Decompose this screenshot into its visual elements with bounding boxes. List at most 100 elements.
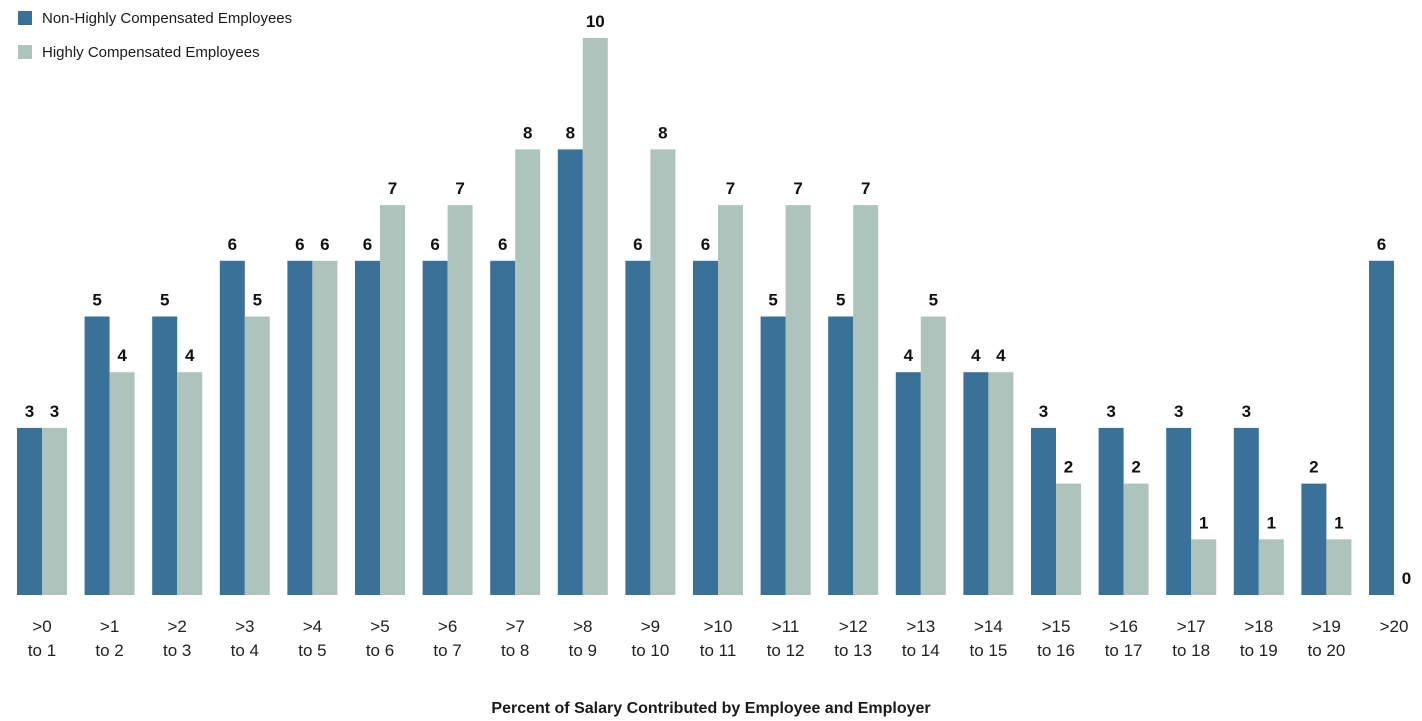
data-label-s1-c7: 8 bbox=[523, 123, 532, 142]
x-tick-c11-l1: to 12 bbox=[767, 641, 805, 660]
bar-s1-c8 bbox=[582, 38, 608, 595]
bar-s0-c6 bbox=[422, 260, 448, 595]
x-tick-c19-l1: to 20 bbox=[1307, 641, 1345, 660]
x-tick-c18-l0: >18 bbox=[1244, 617, 1273, 636]
bar-s0-c5 bbox=[355, 260, 380, 595]
bar-s0-c4 bbox=[287, 260, 313, 595]
bar-s1-c11 bbox=[785, 205, 811, 595]
bar-s1-c6 bbox=[447, 205, 473, 595]
x-tick-c10-l0: >10 bbox=[704, 617, 733, 636]
x-tick-c16-l0: >16 bbox=[1109, 617, 1138, 636]
data-label-s1-c20: 0 bbox=[1402, 569, 1411, 588]
x-axis-title: Percent of Salary Contributed by Employe… bbox=[491, 700, 931, 717]
data-label-s0-c5: 6 bbox=[363, 235, 372, 254]
bar-s0-c12 bbox=[828, 316, 854, 595]
bar-s1-c7 bbox=[515, 149, 541, 595]
bar-s0-c8 bbox=[557, 149, 583, 595]
bar-s0-c20 bbox=[1369, 260, 1394, 595]
data-label-s0-c20: 6 bbox=[1377, 235, 1386, 254]
x-tick-c2-l1: to 3 bbox=[163, 641, 191, 660]
x-tick-c17-l0: >17 bbox=[1177, 617, 1206, 636]
bar-s0-c19 bbox=[1301, 483, 1327, 595]
x-tick-c13-l1: to 14 bbox=[902, 641, 940, 660]
data-label-s0-c1: 5 bbox=[92, 291, 101, 310]
data-label-s0-c18: 3 bbox=[1242, 402, 1251, 421]
bar-s0-c15 bbox=[1031, 427, 1056, 595]
legend-label-non-highly: Non-Highly Compensated Employees bbox=[42, 9, 293, 27]
x-tick-c14-l1: to 15 bbox=[969, 641, 1007, 660]
data-label-s1-c0: 3 bbox=[50, 402, 59, 421]
x-tick-c16-l1: to 17 bbox=[1105, 641, 1143, 660]
data-label-s1-c15: 2 bbox=[1064, 458, 1073, 477]
bar-s0-c13 bbox=[895, 372, 921, 595]
data-label-s0-c9: 6 bbox=[633, 235, 642, 254]
x-tick-c5-l0: >5 bbox=[370, 617, 389, 636]
legend-label-highly: Highly Compensated Employees bbox=[42, 43, 260, 61]
data-label-s0-c19: 2 bbox=[1309, 458, 1318, 477]
bar-s1-c16 bbox=[1123, 483, 1149, 595]
x-tick-c3-l1: to 4 bbox=[231, 641, 259, 660]
data-label-s0-c15: 3 bbox=[1039, 402, 1048, 421]
data-label-s1-c16: 2 bbox=[1131, 458, 1140, 477]
x-tick-c1-l0: >1 bbox=[100, 617, 119, 636]
x-tick-c8-l0: >8 bbox=[573, 617, 592, 636]
bar-s0-c0 bbox=[17, 427, 42, 595]
bar-s0-c17 bbox=[1166, 427, 1192, 595]
data-label-s0-c11: 5 bbox=[768, 291, 777, 310]
x-tick-c4-l1: to 5 bbox=[298, 641, 326, 660]
legend-item-highly: Highly Compensated Employees bbox=[18, 42, 292, 62]
data-label-s1-c6: 7 bbox=[455, 179, 464, 198]
x-tick-c20-l0: >20 bbox=[1380, 617, 1409, 636]
x-tick-c9-l1: to 10 bbox=[631, 641, 669, 660]
data-label-s1-c14: 4 bbox=[996, 346, 1006, 365]
data-label-s1-c2: 4 bbox=[185, 346, 195, 365]
x-tick-c18-l1: to 19 bbox=[1240, 641, 1278, 660]
legend-swatch-non-highly bbox=[18, 11, 32, 25]
bar-s1-c14 bbox=[988, 372, 1014, 595]
x-tick-c19-l0: >19 bbox=[1312, 617, 1341, 636]
bar-s0-c9 bbox=[625, 260, 651, 595]
x-tick-c6-l1: to 7 bbox=[433, 641, 461, 660]
bar-s1-c12 bbox=[853, 205, 879, 595]
data-label-s1-c9: 8 bbox=[658, 123, 667, 142]
legend-swatch-highly bbox=[18, 45, 32, 59]
data-label-s0-c7: 6 bbox=[498, 235, 507, 254]
x-tick-c7-l0: >7 bbox=[506, 617, 525, 636]
x-tick-c11-l0: >11 bbox=[772, 617, 800, 636]
x-tick-c15-l0: >15 bbox=[1042, 617, 1071, 636]
bar-s1-c19 bbox=[1326, 539, 1352, 595]
x-tick-c15-l1: to 16 bbox=[1037, 641, 1075, 660]
bar-s1-c4 bbox=[312, 260, 338, 595]
bar-s0-c10 bbox=[693, 260, 718, 595]
x-tick-c7-l1: to 8 bbox=[501, 641, 529, 660]
x-tick-c14-l0: >14 bbox=[974, 617, 1003, 636]
bar-s1-c18 bbox=[1258, 539, 1284, 595]
bar-s0-c2 bbox=[152, 316, 178, 595]
bar-s1-c13 bbox=[920, 316, 946, 595]
data-label-s1-c4: 6 bbox=[320, 235, 329, 254]
x-tick-c4-l0: >4 bbox=[303, 617, 322, 636]
bar-s1-c3 bbox=[244, 316, 270, 595]
bar-s1-c10 bbox=[718, 205, 743, 595]
data-label-s1-c10: 7 bbox=[726, 179, 735, 198]
legend: Non-Highly Compensated Employees Highly … bbox=[18, 8, 292, 76]
data-label-s0-c12: 5 bbox=[836, 291, 845, 310]
bar-s1-c9 bbox=[650, 149, 676, 595]
x-tick-c17-l1: to 18 bbox=[1172, 641, 1210, 660]
data-label-s1-c5: 7 bbox=[388, 179, 397, 198]
x-tick-c13-l0: >13 bbox=[906, 617, 935, 636]
data-label-s1-c18: 1 bbox=[1267, 513, 1276, 532]
bar-s1-c0 bbox=[42, 427, 67, 595]
bar-s1-c5 bbox=[380, 205, 405, 595]
data-label-s0-c0: 3 bbox=[25, 402, 34, 421]
bar-s0-c14 bbox=[963, 372, 989, 595]
x-tick-c10-l1: to 11 bbox=[700, 641, 737, 660]
bar-s0-c18 bbox=[1233, 427, 1259, 595]
x-tick-c9-l0: >9 bbox=[641, 617, 660, 636]
bar-s1-c17 bbox=[1191, 539, 1217, 595]
data-label-s1-c12: 7 bbox=[861, 179, 870, 198]
x-tick-c5-l1: to 6 bbox=[366, 641, 394, 660]
data-label-s1-c1: 4 bbox=[117, 346, 127, 365]
data-label-s0-c10: 6 bbox=[701, 235, 710, 254]
